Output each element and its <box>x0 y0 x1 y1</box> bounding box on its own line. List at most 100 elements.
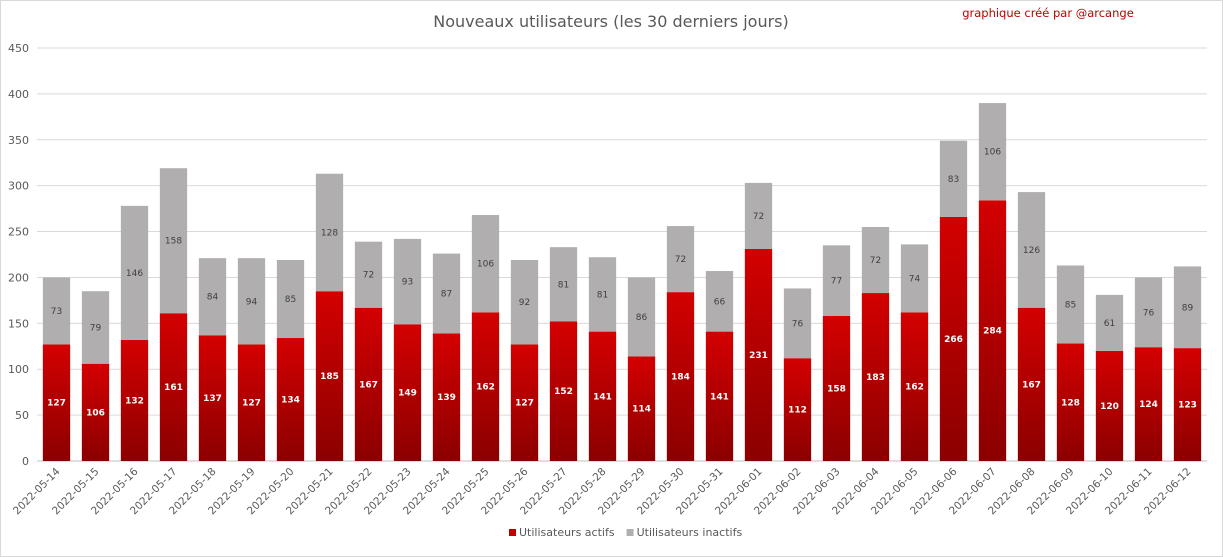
data-label-inactifs: 87 <box>441 290 452 300</box>
bar-inactifs <box>744 182 773 249</box>
bar-actifs <box>198 335 227 461</box>
bar-actifs <box>1056 343 1085 461</box>
legend-swatch-inactifs <box>626 529 634 536</box>
bar-actifs <box>705 331 734 461</box>
data-label-actifs: 128 <box>1061 398 1080 408</box>
bar-actifs <box>159 313 188 461</box>
data-label-inactifs: 92 <box>519 298 530 308</box>
data-label-inactifs: 83 <box>948 175 959 185</box>
bar-inactifs <box>1095 294 1124 351</box>
data-label-actifs: 132 <box>125 396 144 406</box>
bar-inactifs <box>705 271 734 332</box>
data-label-actifs: 149 <box>398 389 417 399</box>
bar-inactifs <box>900 244 929 313</box>
bar-actifs <box>276 338 305 461</box>
data-label-actifs: 231 <box>749 351 768 361</box>
bar-inactifs <box>1017 192 1046 308</box>
bar-actifs <box>315 291 344 461</box>
bar-inactifs <box>315 173 344 292</box>
data-label-inactifs: 76 <box>1143 308 1155 318</box>
data-label-inactifs: 106 <box>477 260 494 270</box>
data-label-inactifs: 106 <box>984 148 1001 158</box>
chart-credit: graphique créé par @arcange <box>962 6 1134 20</box>
bar-actifs <box>822 315 851 461</box>
y-tick-label: 200 <box>8 271 29 284</box>
data-label-actifs: 112 <box>788 406 807 416</box>
data-label-actifs: 183 <box>866 373 885 383</box>
data-label-actifs: 167 <box>1022 380 1041 390</box>
bar-inactifs <box>939 140 968 217</box>
bar-inactifs <box>354 241 383 308</box>
bar-inactifs <box>81 291 110 364</box>
y-tick-label: 250 <box>8 226 29 239</box>
x-axis: 2022-05-142022-05-152022-05-162022-05-17… <box>11 465 1194 517</box>
data-label-inactifs: 93 <box>402 278 413 288</box>
bar-inactifs <box>42 277 71 345</box>
data-label-actifs: 114 <box>632 405 651 415</box>
data-label-inactifs: 126 <box>1023 246 1040 256</box>
y-tick-label: 0 <box>22 455 29 468</box>
data-label-inactifs: 128 <box>321 228 338 238</box>
data-label-inactifs: 73 <box>51 307 62 317</box>
data-label-actifs: 161 <box>164 383 183 393</box>
bar-actifs <box>588 331 617 461</box>
bar-inactifs <box>783 288 812 359</box>
bar-actifs <box>1134 347 1163 461</box>
chart-title: Nouveaux utilisateurs (les 30 derniers j… <box>433 12 789 31</box>
bar-actifs <box>861 293 890 461</box>
data-label-inactifs: 74 <box>909 274 921 284</box>
bar-inactifs <box>276 260 305 339</box>
data-label-inactifs: 79 <box>90 323 102 333</box>
bar-inactifs <box>198 258 227 336</box>
bar-inactifs <box>237 258 266 345</box>
data-label-inactifs: 77 <box>831 277 842 287</box>
bar-actifs <box>978 200 1007 461</box>
data-label-actifs: 141 <box>710 392 729 402</box>
bar-inactifs <box>861 226 890 294</box>
bar-actifs <box>354 307 383 461</box>
data-label-actifs: 185 <box>320 372 339 382</box>
bar-actifs <box>666 292 695 461</box>
data-label-inactifs: 158 <box>165 237 182 247</box>
data-label-actifs: 127 <box>242 399 261 409</box>
data-label-inactifs: 86 <box>636 313 648 323</box>
bar-actifs <box>471 312 500 461</box>
y-tick-label: 100 <box>8 363 29 376</box>
bar-actifs <box>1095 350 1124 461</box>
bar-inactifs <box>588 257 617 332</box>
bar-inactifs <box>822 245 851 316</box>
data-label-inactifs: 89 <box>1182 303 1194 313</box>
data-label-actifs: 127 <box>47 399 66 409</box>
bar-actifs <box>237 344 266 461</box>
bar-actifs <box>81 363 110 461</box>
bar-actifs <box>783 358 812 461</box>
data-label-actifs: 141 <box>593 392 612 402</box>
data-label-actifs: 284 <box>983 327 1002 337</box>
data-label-inactifs: 94 <box>246 297 258 307</box>
bar-actifs <box>432 333 461 461</box>
data-label-actifs: 162 <box>905 383 924 393</box>
bar-inactifs <box>510 260 539 345</box>
data-label-inactifs: 61 <box>1104 319 1115 329</box>
data-label-actifs: 124 <box>1139 400 1158 410</box>
bar-actifs <box>549 321 578 461</box>
bars: 127 73 106 79 132 146 161 158 137 84 127 94 134 85 185… <box>42 103 1202 461</box>
y-axis: 0 50 100 150 200 250 300 350 400 450 <box>8 42 29 468</box>
bar-inactifs <box>666 226 695 293</box>
legend-label-actifs: Utilisateurs actifs <box>519 526 615 539</box>
bar-actifs <box>393 324 422 461</box>
data-label-actifs: 167 <box>359 380 378 390</box>
data-label-actifs: 127 <box>515 399 534 409</box>
y-tick-label: 350 <box>8 134 29 147</box>
data-label-actifs: 152 <box>554 387 573 397</box>
y-tick-label: 50 <box>15 409 29 422</box>
bar-inactifs <box>549 247 578 322</box>
y-tick-label: 300 <box>8 180 29 193</box>
bar-inactifs <box>393 238 422 325</box>
data-label-inactifs: 84 <box>207 293 219 303</box>
bar-actifs <box>120 339 149 461</box>
legend-label-inactifs: Utilisateurs inactifs <box>637 526 743 539</box>
bar-inactifs <box>1134 277 1163 348</box>
data-label-inactifs: 85 <box>1065 301 1076 311</box>
